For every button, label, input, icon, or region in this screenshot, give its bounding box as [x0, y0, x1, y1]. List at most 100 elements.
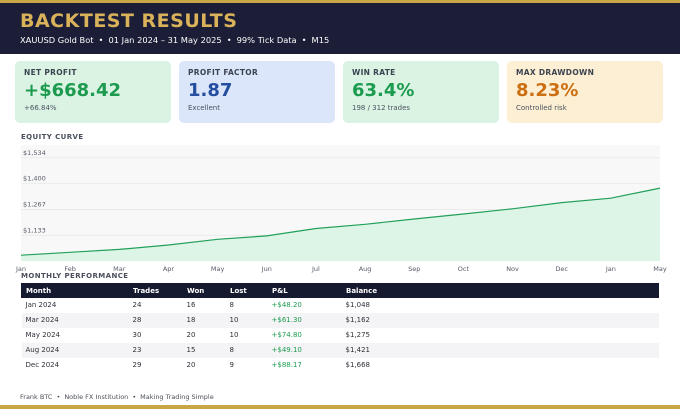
y-tick-label: $1,133: [23, 226, 46, 234]
pnl-cell: +$48.20: [271, 301, 302, 310]
footer-institution: Noble FX Institution: [64, 393, 129, 401]
net-profit-card: NET PROFIT +$668.42 +66.84%: [15, 61, 171, 123]
won-cell: 20: [186, 361, 196, 369]
y-tick-label: $1,267: [23, 200, 46, 208]
report-header: BACKTEST RESULTS XAUUSD Gold Bot • 01 Jan …: [0, 0, 680, 54]
separator: •: [56, 393, 61, 401]
won-cell: 15: [182, 342, 226, 358]
pnl-cell: +$61.30: [267, 312, 342, 328]
x-axis-ticks: Jan Feb Mar Apr May Jun Jul Aug Sep Oct Nov Dec Jan M…: [15, 265, 667, 273]
table-row: Mar 2024 28 18 10 +$61.30 $1,162: [21, 312, 659, 328]
equity-area-fill: [21, 188, 660, 261]
column-header: Month: [21, 283, 129, 298]
month-cell: Mar 2024: [21, 312, 129, 328]
separator: •: [301, 35, 307, 45]
column-header: Trades: [128, 283, 183, 298]
equity-curve-title: EQUITY CURVE: [21, 133, 84, 141]
card-subtext: +66.84%: [24, 104, 57, 112]
column-header: Balance: [341, 283, 659, 298]
card-value: +$668.42: [24, 80, 122, 101]
x-tick-label: Jan: [15, 265, 26, 273]
x-tick-label: May: [653, 265, 667, 273]
card-value: 63.4%: [352, 80, 415, 101]
table-row: Dec 2024 29 20 9 +$88.17 $1,668: [22, 358, 659, 373]
trades-cell: 23: [128, 342, 183, 358]
month-cell: Dec 2024: [25, 361, 60, 369]
footer-tagline: Making Trading Simple: [140, 393, 214, 401]
report-subtitle: XAUUSD Gold Bot • 01 Jan 2024 – 31 May 202…: [20, 35, 329, 45]
y-tick-label: $1,534: [23, 149, 46, 157]
separator: •: [226, 35, 232, 45]
win-rate-card: WIN RATE 63.4% 198 / 312 trades: [343, 61, 499, 123]
lost-cell: 10: [229, 331, 239, 339]
x-tick-label: Aug: [359, 265, 372, 273]
won-cell: 20: [186, 331, 196, 339]
profit-factor-card: PROFIT FACTOR 1.87 Excellent: [179, 61, 335, 123]
separator: •: [98, 35, 104, 45]
x-tick-label: Jul: [311, 265, 320, 273]
x-tick-label: Mar: [113, 265, 126, 273]
lost-cell: 8: [229, 301, 234, 310]
trades-cell: 24: [132, 301, 142, 310]
equity-curve-chart: $1,133 $1,267 $1,400 $1,534 Jan Feb Mar Apr May…: [15, 145, 667, 273]
card-label: WIN RATE: [352, 68, 396, 77]
card-value: 8.23%: [516, 80, 579, 101]
x-tick-label: Feb: [64, 265, 76, 273]
x-tick-label: Jan: [605, 265, 616, 273]
report-footer: Frank BTC • Noble FX Institution • Making Tr…: [20, 393, 214, 401]
balance-cell: $1,275: [345, 331, 371, 339]
timeframe: M15: [311, 35, 330, 45]
lost-cell: 8: [225, 342, 268, 358]
table-row: Aug 2024 23 15 8 +$49.10 $1,421: [21, 342, 659, 358]
table-header-row: Month Trades Won Lost P&L Balance: [21, 283, 659, 298]
card-label: NET PROFIT: [24, 68, 77, 77]
date-range: 01 Jan 2024 – 31 May 2025: [108, 35, 222, 45]
won-cell: 16: [186, 301, 196, 310]
y-axis-ticks: $1,133 $1,267 $1,400 $1,534: [23, 149, 46, 235]
footer-author: Frank BTC: [20, 393, 53, 401]
data-quality: 99% Tick Data: [236, 35, 297, 45]
pnl-cell: +$74.80: [271, 331, 302, 339]
card-label: PROFIT FACTOR: [188, 68, 259, 77]
x-tick-label: Sep: [408, 265, 420, 273]
won-cell: 18: [182, 312, 226, 328]
month-cell: Aug 2024: [21, 342, 129, 358]
card-subtext: Excellent: [188, 104, 220, 112]
card-label: MAX DRAWDOWN: [516, 68, 595, 77]
card-subtext: 198 / 312 trades: [352, 104, 411, 112]
trades-cell: 29: [132, 361, 142, 369]
report-title: BACKTEST RESULTS: [20, 10, 238, 32]
monthly-performance-table: Month Trades Won Lost P&L Balance Jan 20…: [21, 283, 659, 373]
lost-cell: 9: [229, 361, 234, 369]
x-tick-label: Nov: [506, 265, 519, 273]
x-tick-label: Oct: [458, 265, 470, 273]
x-tick-label: Dec: [555, 265, 568, 273]
column-header: Won: [182, 283, 226, 298]
balance-cell: $1,162: [341, 312, 659, 328]
y-tick-label: $1,400: [23, 175, 46, 183]
monthly-performance-title: MONTHLY PERFORMANCE: [21, 272, 129, 280]
pnl-cell: +$49.10: [267, 342, 342, 358]
balance-cell: $1,421: [341, 342, 659, 358]
pnl-cell: +$88.17: [271, 361, 302, 369]
balance-cell: $1,048: [345, 301, 371, 310]
month-cell: Jan 2024: [25, 301, 57, 310]
equity-line: [20, 187, 661, 256]
x-tick-label: May: [211, 265, 225, 273]
month-cell: May 2024: [25, 331, 61, 339]
trades-cell: 30: [132, 331, 142, 339]
trades-cell: 28: [128, 312, 183, 328]
separator: •: [132, 393, 137, 401]
lost-cell: 10: [225, 312, 268, 328]
card-value: 1.87: [188, 80, 233, 101]
max-drawdown-card: MAX DRAWDOWN 8.23% Controlled risk: [507, 61, 663, 123]
bottom-accent-bar: [0, 405, 680, 409]
bot-name: XAUUSD Gold Bot: [20, 35, 94, 45]
x-tick-label: Apr: [163, 265, 175, 273]
balance-cell: $1,668: [345, 361, 371, 369]
table-row: Jan 2024 24 16 8 +$48.20 $1,048: [22, 298, 659, 313]
column-header: Lost: [225, 283, 268, 298]
column-header: P&L: [267, 283, 342, 298]
card-subtext: Controlled risk: [516, 104, 567, 112]
